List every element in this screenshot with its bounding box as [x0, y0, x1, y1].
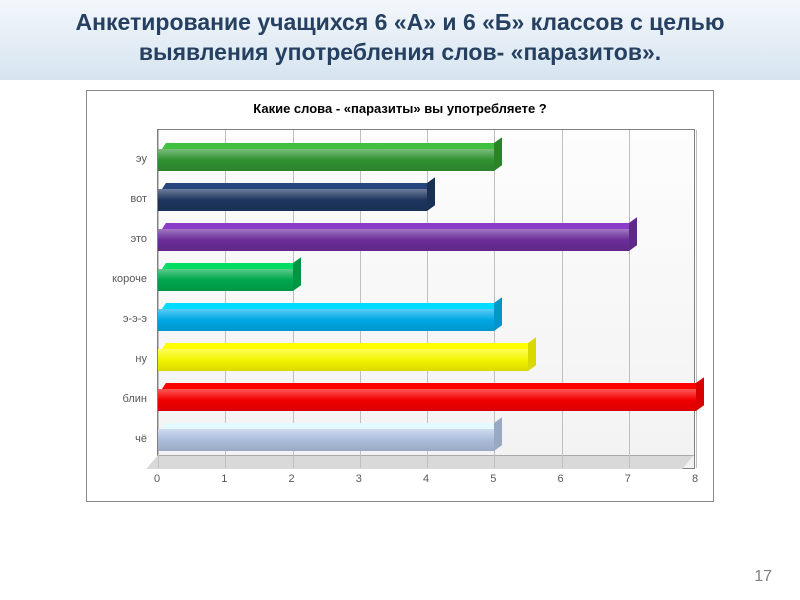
- y-label: чё: [135, 433, 147, 445]
- y-label: вот: [130, 193, 147, 205]
- y-label: эу: [136, 153, 147, 165]
- chart-title: Какие слова - «паразиты» вы употребляете…: [87, 91, 713, 124]
- gridline: [360, 130, 361, 468]
- x-label: 7: [625, 473, 631, 485]
- x-label: 4: [423, 473, 429, 485]
- gridline: [427, 130, 428, 468]
- x-label: 2: [288, 473, 294, 485]
- y-label: блин: [123, 393, 147, 405]
- x-label: 8: [692, 473, 698, 485]
- gridline: [494, 130, 495, 468]
- bar-это: [158, 229, 629, 251]
- page-number: 17: [754, 568, 772, 586]
- chart-container: Какие слова - «паразиты» вы употребляете…: [86, 90, 714, 502]
- title-banner: Анкетирование учащихся 6 «А» и 6 «Б» кла…: [0, 0, 800, 80]
- x-label: 1: [221, 473, 227, 485]
- bar-вот: [158, 189, 427, 211]
- plot-area: [157, 129, 695, 469]
- bar-э-э-э: [158, 309, 494, 331]
- bar-эу: [158, 149, 494, 171]
- y-label: это: [131, 233, 147, 245]
- bar-ну: [158, 349, 528, 371]
- x-label: 3: [356, 473, 362, 485]
- gridline: [629, 130, 630, 468]
- x-label: 0: [154, 473, 160, 485]
- bar-чё: [158, 429, 494, 451]
- x-axis-labels: 0 1 2 3 4 5 6 7 8: [157, 473, 695, 493]
- plot-floor: [146, 455, 694, 469]
- y-label: ну: [135, 353, 147, 365]
- slide-title: Анкетирование учащихся 6 «А» и 6 «Б» кла…: [20, 8, 780, 68]
- gridline: [293, 130, 294, 468]
- y-label: короче: [112, 273, 147, 285]
- y-axis-labels: эу вот это короче э-э-э ну блин чё: [87, 129, 153, 469]
- gridline: [562, 130, 563, 468]
- gridline: [225, 130, 226, 468]
- bar-короче: [158, 269, 293, 291]
- x-label: 5: [490, 473, 496, 485]
- gridline: [158, 130, 159, 468]
- gridline: [696, 130, 697, 468]
- y-label: э-э-э: [123, 313, 147, 325]
- x-label: 6: [557, 473, 563, 485]
- bar-блин: [158, 389, 696, 411]
